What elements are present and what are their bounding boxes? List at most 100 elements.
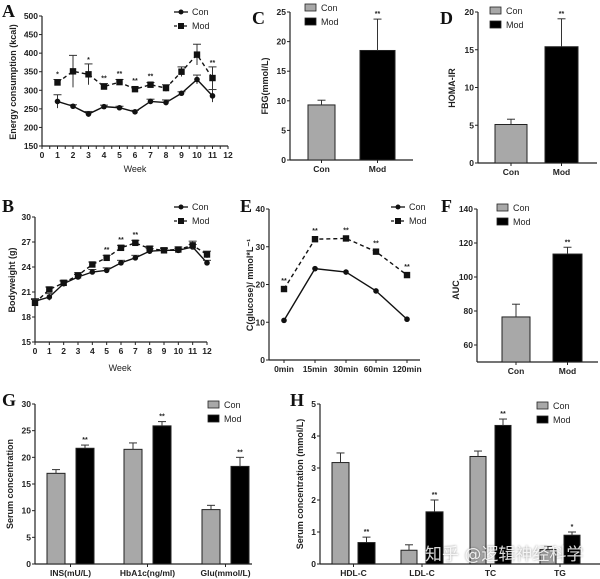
y-tick-label: 0 [26, 559, 31, 569]
y-tick-label: 0 [469, 158, 474, 168]
legend-label: Con [192, 7, 209, 17]
y-tick-label: 15 [22, 479, 32, 489]
data-point-con [132, 109, 138, 115]
legend-label: Con [513, 203, 530, 213]
data-point-con [204, 260, 210, 266]
x-axis-title: Week [109, 363, 132, 373]
significance-label: ** [148, 74, 154, 81]
y-axis-title: HOMA-IR [447, 68, 457, 108]
x-tick-label: 5 [117, 150, 122, 160]
x-tick-label: 0 [40, 150, 45, 160]
data-point-mod [372, 248, 380, 255]
x-tick-label: 3 [86, 150, 91, 160]
panel-letter: E [240, 196, 252, 216]
x-tick-label: 0 [33, 346, 38, 356]
data-point-con [194, 76, 200, 83]
data-point-mod [74, 272, 82, 279]
legend-marker-square [395, 218, 401, 224]
panel-E: 0 10 20 30 40 C(glucose)/ mmol*L⁻¹ E 0min 15min 3… [240, 196, 427, 374]
data-point-mod [193, 51, 201, 58]
panel-letter: D [440, 8, 453, 28]
y-tick-label: 1 [311, 527, 316, 537]
data-point-mod [132, 239, 139, 247]
y-tick-label: 20 [465, 7, 475, 17]
bar-mod [75, 447, 95, 565]
data-point-mod [311, 236, 319, 243]
significance-label: ** [101, 76, 107, 83]
data-point-mod [189, 242, 196, 249]
y-tick-label: 40 [256, 204, 266, 214]
data-point-con [209, 93, 216, 99]
significance-label: * [571, 524, 574, 531]
x-tick-label: HDL-C [340, 568, 366, 578]
legend-label: Con [506, 6, 523, 16]
y-tick-label: 250 [24, 104, 38, 114]
x-tick-label: 0min [274, 364, 294, 374]
legend-marker-circle [178, 204, 184, 210]
data-point-con [54, 98, 61, 105]
panel-letter: F [441, 196, 452, 216]
x-tick-label: 1 [47, 346, 52, 356]
y-tick-label: 4 [311, 431, 316, 441]
data-point-mod [162, 84, 170, 92]
significance-label: ** [117, 71, 123, 78]
data-point-mod [69, 68, 77, 75]
y-axis-title: AUC [451, 280, 461, 300]
significance-label: ** [375, 11, 381, 18]
data-point-mod [100, 83, 108, 90]
x-tick-label: 15min [303, 364, 328, 374]
y-tick-label: 120 [459, 238, 473, 248]
legend-label: Con [321, 3, 338, 13]
significance-label: * [87, 57, 90, 64]
y-tick-label: 140 [459, 204, 473, 214]
y-axis-title: Bodyweight (g) [7, 248, 17, 313]
y-tick-label: 150 [24, 141, 38, 151]
legend-label: Con [224, 400, 241, 410]
significance-label: ** [312, 228, 318, 235]
x-tick-label: 12 [223, 150, 233, 160]
significance-label: ** [159, 414, 165, 421]
legend-swatch-con [496, 203, 509, 212]
x-tick-label: LDL-C [409, 568, 435, 578]
significance-label: ** [132, 78, 138, 85]
y-tick-label: 0 [260, 355, 265, 365]
panel-G: 0 5 10 15 20 25 30 Serum concentration G INS(mU/L… [2, 390, 252, 578]
y-tick-label: 30 [256, 242, 266, 252]
series-line-mod [283, 237, 408, 290]
x-tick-label: Mod [559, 366, 576, 376]
data-point-mod [147, 81, 154, 88]
panel-letter: B [2, 196, 14, 216]
bar-mod [552, 253, 583, 363]
y-axis-title: C(glucose)/ mmol*L⁻¹ [245, 239, 255, 331]
y-tick-label: 5 [469, 120, 474, 130]
y-tick-label: 100 [459, 272, 473, 282]
x-tick-label: 7 [133, 346, 138, 356]
x-tick-label: Glu(mmol/L) [200, 568, 250, 578]
bar-con [501, 316, 531, 363]
bar-mod [152, 425, 172, 565]
significance-label: ** [82, 437, 88, 444]
data-point-con [118, 260, 124, 266]
bar-mod [230, 465, 250, 565]
data-point-con [70, 103, 76, 110]
panel-letter: H [290, 390, 304, 410]
significance-label: ** [364, 529, 370, 536]
x-tick-label: 11 [208, 150, 217, 160]
x-tick-label: 8 [164, 150, 169, 160]
data-point-mod [146, 245, 153, 252]
legend-marker-circle [178, 9, 184, 15]
series-line-con [34, 246, 208, 302]
y-axis-title: Serum concentration (mmol/L) [295, 419, 305, 550]
y-tick-label: 15 [277, 66, 287, 76]
data-point-con [404, 316, 410, 323]
x-tick-label: Con [503, 167, 520, 177]
x-tick-label: 9 [162, 346, 167, 356]
data-point-mod [103, 254, 110, 262]
panel-C: 0 5 10 15 20 25 FBG(mmol/L) C Con Mod ** Con Mod [252, 3, 413, 174]
x-tick-label: 2 [71, 150, 76, 160]
y-tick-label: 350 [24, 67, 38, 77]
legend-swatch-con [304, 3, 317, 12]
x-tick-label: Con [313, 164, 330, 174]
legend-label: Mod [553, 415, 571, 425]
